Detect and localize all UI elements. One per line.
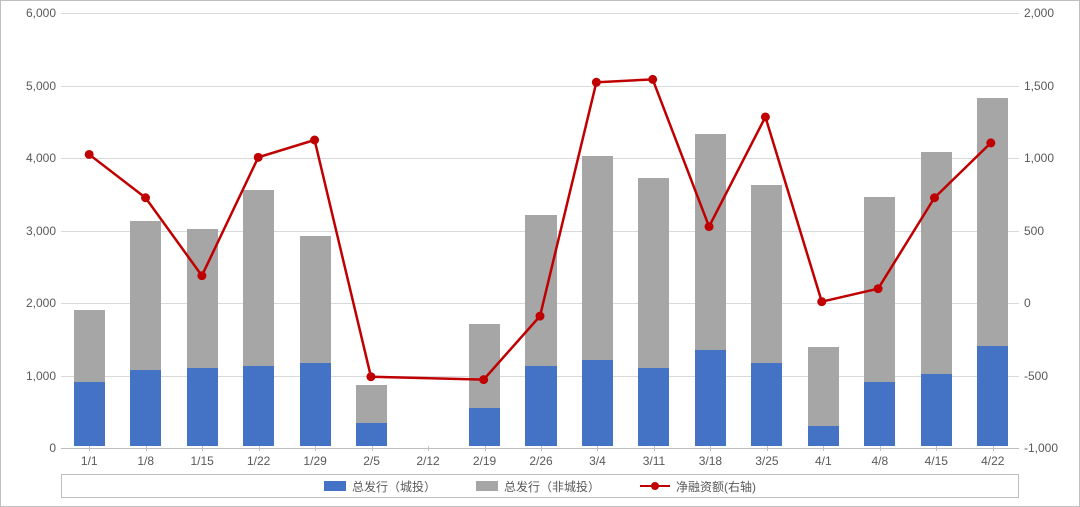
x-axis-label: 2/26 — [529, 454, 552, 468]
legend-item: 净融资额(右轴) — [640, 478, 756, 495]
x-axis-label: 1/29 — [303, 454, 326, 468]
x-axis-label: 1/8 — [137, 454, 154, 468]
net-financing-marker — [930, 193, 939, 202]
x-axis-label: 1/22 — [247, 454, 270, 468]
net-financing-marker — [592, 78, 601, 87]
line-series — [61, 13, 1019, 446]
net-financing-marker — [141, 193, 150, 202]
y-axis-right-label: 500 — [1024, 224, 1074, 238]
net-financing-marker — [254, 153, 263, 162]
y-axis-right-label: 0 — [1024, 296, 1074, 310]
x-axis-label: 3/4 — [589, 454, 606, 468]
x-axis-tick — [372, 446, 373, 451]
y-axis-right-label: -1,000 — [1024, 441, 1074, 455]
x-axis-tick — [936, 446, 937, 451]
net-financing-marker — [366, 372, 375, 381]
net-financing-marker — [479, 375, 488, 384]
x-axis-label: 3/18 — [699, 454, 722, 468]
net-financing-marker — [197, 271, 206, 280]
legend: 总发行（城投） 总发行（非城投） 净融资额(右轴) — [61, 474, 1019, 498]
y-axis-right-label: -500 — [1024, 369, 1074, 383]
x-axis-label: 3/11 — [643, 454, 665, 468]
net-financing-line — [89, 79, 991, 379]
x-axis-label: 3/25 — [755, 454, 778, 468]
net-financing-marker — [310, 136, 319, 145]
legend-marker-dot — [651, 482, 659, 490]
net-financing-marker — [817, 297, 826, 306]
y-axis-right-label: 1,000 — [1024, 151, 1074, 165]
x-axis-label: 4/22 — [981, 454, 1004, 468]
net-financing-marker — [648, 75, 657, 84]
net-financing-marker — [874, 284, 883, 293]
y-axis-left-label: 4,000 — [6, 151, 56, 165]
x-axis-label: 2/5 — [363, 454, 380, 468]
net-financing-marker — [85, 150, 94, 159]
y-axis-left-label: 6,000 — [6, 6, 56, 20]
x-axis-label: 4/1 — [815, 454, 832, 468]
x-axis-tick — [146, 446, 147, 451]
legend-swatch — [324, 481, 346, 491]
x-axis-tick — [259, 446, 260, 451]
net-financing-marker — [705, 222, 714, 231]
x-axis-label: 2/19 — [473, 454, 496, 468]
x-axis-tick — [202, 446, 203, 451]
y-axis-left-label: 0 — [6, 441, 56, 455]
chart-container: 0 -1,000 1,000 -500 2,000 0 3,000 500 4,000 1,000… — [0, 0, 1080, 507]
grid-line — [61, 448, 1019, 449]
plot-area: 0-1,0001,000-5002,00003,0005004,0001,000… — [61, 13, 1019, 446]
y-axis-left-label: 1,000 — [6, 369, 56, 383]
x-axis-tick — [428, 446, 429, 451]
x-axis-tick — [541, 446, 542, 451]
x-axis-tick — [823, 446, 824, 451]
net-financing-marker — [536, 312, 545, 321]
x-axis-tick — [993, 446, 994, 451]
y-axis-left-label: 3,000 — [6, 224, 56, 238]
legend-swatch — [476, 481, 498, 491]
x-axis-label: 4/15 — [925, 454, 948, 468]
x-axis-tick — [654, 446, 655, 451]
x-axis-tick — [485, 446, 486, 451]
x-axis-label: 1/1 — [81, 454, 98, 468]
legend-label: 净融资额(右轴) — [676, 478, 756, 495]
y-axis-right-label: 1,500 — [1024, 79, 1074, 93]
x-axis-tick — [315, 446, 316, 451]
x-axis-tick — [710, 446, 711, 451]
y-axis-left-label: 2,000 — [6, 296, 56, 310]
x-axis-label: 4/8 — [871, 454, 888, 468]
x-axis-tick — [597, 446, 598, 451]
net-financing-marker — [986, 138, 995, 147]
net-financing-marker — [761, 112, 770, 121]
legend-line-marker — [640, 485, 670, 487]
x-axis-tick — [767, 446, 768, 451]
x-axis-tick — [89, 446, 90, 451]
legend-label: 总发行（城投） — [352, 478, 436, 495]
x-axis-label: 2/12 — [416, 454, 439, 468]
legend-label: 总发行（非城投） — [504, 478, 600, 495]
y-axis-right-label: 2,000 — [1024, 6, 1074, 20]
x-axis-label: 1/15 — [190, 454, 213, 468]
y-axis-left-label: 5,000 — [6, 79, 56, 93]
legend-item: 总发行（城投） — [324, 478, 436, 495]
legend-item: 总发行（非城投） — [476, 478, 600, 495]
x-axis-tick — [880, 446, 881, 451]
